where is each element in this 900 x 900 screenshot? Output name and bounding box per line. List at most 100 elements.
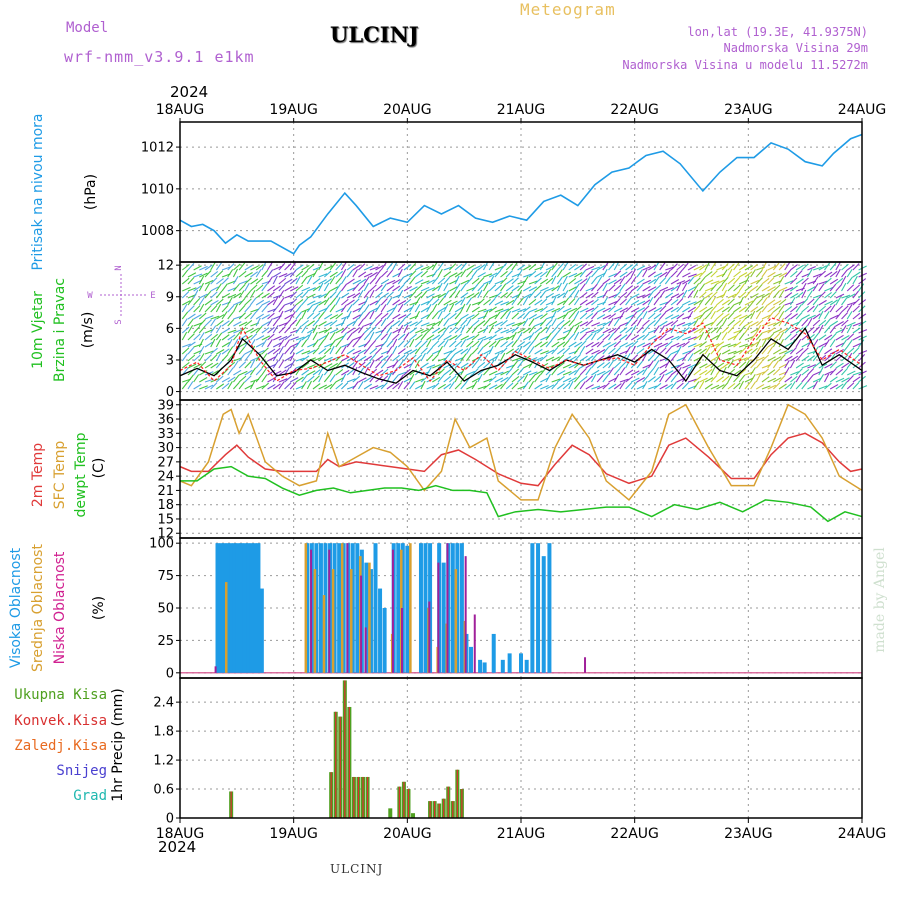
wind-arrow xyxy=(579,368,587,376)
wind-arrow xyxy=(284,314,293,320)
wind-arrow xyxy=(738,368,747,376)
wind-arrow xyxy=(449,340,457,348)
wind-arrow xyxy=(778,286,788,292)
wind-arrow xyxy=(773,273,782,278)
wind-arrow xyxy=(255,367,263,376)
wind-arrow xyxy=(755,324,762,334)
wind-arrow xyxy=(539,261,546,271)
wind-arrow xyxy=(204,384,214,390)
wind-arrow xyxy=(773,356,782,362)
wind-arrow xyxy=(778,311,785,320)
wind-arrow xyxy=(335,262,343,271)
wind-arrow xyxy=(505,278,514,285)
wind-arrow xyxy=(431,269,438,278)
high-cloud-bar xyxy=(232,543,237,673)
wind-arrow xyxy=(318,329,328,334)
wind-arrow xyxy=(244,319,253,327)
wind-arrow xyxy=(613,278,622,285)
wind-arrow xyxy=(619,367,626,376)
wind-arrow xyxy=(449,286,458,292)
wind-arrow xyxy=(346,278,355,285)
wind-arrow xyxy=(216,383,225,390)
wind-arrow xyxy=(721,299,730,306)
wind-arrow xyxy=(523,273,532,278)
wind-arrow xyxy=(233,292,242,299)
wind-arrow xyxy=(466,335,475,341)
wind-arrow xyxy=(574,272,583,278)
wind-arrow xyxy=(432,320,441,327)
wind-arrow xyxy=(483,353,489,362)
wind-arrow xyxy=(261,353,268,362)
wind-arrow xyxy=(324,343,333,348)
wind-arrow xyxy=(198,332,205,341)
wind-arrow xyxy=(340,268,347,278)
wind-arrow xyxy=(517,345,523,355)
wind-arrow xyxy=(829,376,838,383)
wind-arrow xyxy=(431,340,440,348)
wind-arrow xyxy=(721,349,731,355)
convective-precip-bar xyxy=(339,716,341,818)
wind-arrow xyxy=(329,362,339,369)
wind-arrow xyxy=(767,311,774,320)
wind-arrow xyxy=(409,276,416,285)
wind-arrow xyxy=(465,346,472,355)
wind-arrow xyxy=(733,319,741,327)
wind-arrow xyxy=(494,280,504,285)
wind-arrow xyxy=(790,371,799,376)
wind-arrow xyxy=(414,346,422,355)
wind-arrow xyxy=(392,333,400,341)
wind-arrow xyxy=(852,335,862,341)
wind-arrow xyxy=(744,336,754,341)
wind-arrow xyxy=(551,367,558,376)
wind-arrow xyxy=(198,297,205,306)
high-cloud-bar xyxy=(423,543,428,673)
wind-arrow xyxy=(449,312,457,320)
wind-arrow xyxy=(443,353,450,362)
wind-arrow xyxy=(727,319,736,327)
wind-arrow xyxy=(204,350,214,355)
wind-arrow xyxy=(807,298,815,306)
wind-arrow xyxy=(784,333,792,341)
wind-arrow xyxy=(340,283,348,292)
wind-arrow xyxy=(272,304,280,313)
wind-arrow xyxy=(540,286,549,292)
wind-arrow xyxy=(630,381,638,390)
wind-arrow xyxy=(750,297,757,306)
wind-arrow xyxy=(340,262,347,271)
wind-arrow xyxy=(642,310,648,320)
wind-arrow xyxy=(250,311,257,320)
wind-arrow xyxy=(608,279,617,285)
wind-arrow xyxy=(568,307,578,313)
wind-arrow xyxy=(665,370,674,376)
wind-arrow xyxy=(500,340,508,348)
wind-arrow xyxy=(596,333,605,341)
wind-arrow xyxy=(250,367,257,376)
wind-arrow xyxy=(750,263,758,271)
wind-arrow xyxy=(835,377,845,383)
wind-arrow xyxy=(562,371,572,376)
wind-arrow xyxy=(409,327,418,334)
wind-arrow xyxy=(534,291,542,299)
wind-arrow xyxy=(233,300,242,306)
wind-arrow xyxy=(807,314,816,320)
wind-arrow xyxy=(829,339,836,348)
wind-arrow xyxy=(500,319,508,327)
wind-arrow xyxy=(744,304,752,313)
wind-arrow xyxy=(523,293,532,299)
convective-precip-bar xyxy=(348,706,350,818)
wind-arrow xyxy=(721,362,730,369)
pressure-line xyxy=(179,133,863,255)
wind-arrow xyxy=(573,346,581,355)
wind-arrow xyxy=(426,279,435,285)
wind-arrow xyxy=(238,361,247,369)
wind-arrow xyxy=(568,355,577,362)
wind-arrow xyxy=(585,265,595,271)
y-tick-label: 75 xyxy=(157,569,174,584)
wind-arrow xyxy=(500,283,507,292)
wind-arrow xyxy=(244,282,250,292)
wind-arrow xyxy=(676,366,682,376)
wind-arrow xyxy=(255,335,265,341)
wind-arrow xyxy=(517,312,525,320)
wind-arrow xyxy=(329,339,336,348)
wind-arrow xyxy=(687,347,696,355)
